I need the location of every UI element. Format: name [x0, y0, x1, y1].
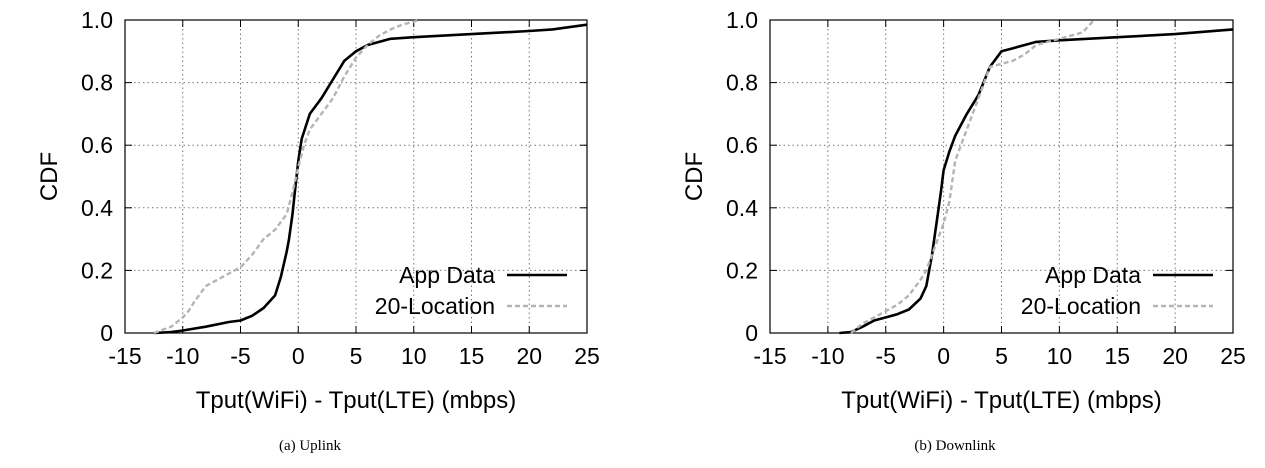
x-tick-label: 10 — [1047, 343, 1073, 369]
x-tick-label: 20 — [516, 343, 542, 369]
y-tick-label: 0.4 — [726, 195, 758, 221]
x-axis-label: Tput(WiFi) - Tput(LTE) (mbps) — [841, 387, 1161, 414]
plot-frame — [769, 19, 1234, 334]
x-tick-label: 25 — [1220, 343, 1246, 369]
legend-label-1: 20-Location — [375, 293, 495, 319]
x-tick-label: 5 — [995, 343, 1008, 369]
y-tick-label: 1.0 — [81, 7, 113, 33]
legend-label-0: App Data — [1045, 262, 1141, 288]
x-tick-label: 5 — [350, 343, 363, 369]
y-tick-label: 0.8 — [81, 70, 113, 96]
y-tick-label: 0.4 — [81, 195, 113, 221]
x-tick-label: -5 — [876, 343, 896, 369]
legend-label-0: App Data — [399, 262, 495, 288]
uplink-caption: (a) Uplink — [278, 438, 342, 454]
y-tick-label: 0.8 — [726, 70, 758, 96]
x-tick-label: 10 — [401, 343, 427, 369]
x-tick-label: -5 — [230, 343, 250, 369]
y-axis-label: CDF — [36, 152, 63, 201]
y-tick-label: 0.2 — [726, 257, 758, 283]
downlink-caption: (b) Downlink — [914, 438, 996, 454]
y-axis-label: CDF — [681, 152, 708, 201]
uplink-chart: -15 -10 -5 0 5 10 15 20 25 0 0.2 0.4 0.6 0.8 1.0 Tput(W… — [36, 7, 600, 414]
x-tick-label: 25 — [574, 343, 600, 369]
x-tick-label: 0 — [292, 343, 305, 369]
series-line-1 — [153, 18, 420, 335]
series-line-0 — [153, 23, 588, 335]
y-tick-label: 0.6 — [726, 132, 758, 158]
x-axis-label: Tput(WiFi) - Tput(LTE) (mbps) — [196, 387, 516, 414]
x-tick-label: -15 — [108, 343, 141, 369]
series-line-1 — [850, 19, 1095, 334]
y-tick-label: 0 — [745, 320, 758, 346]
x-tick-label: -15 — [753, 343, 786, 369]
downlink-chart: -15 -10 -5 0 5 10 15 20 25 0 0.2 0.4 0.6 0.8 1.0 Tput(W… — [681, 7, 1246, 414]
y-tick-label: 0.2 — [81, 257, 113, 283]
y-tick-label: 0 — [100, 320, 113, 346]
y-tick-label: 0.6 — [81, 132, 113, 158]
y-tick-label: 1.0 — [726, 7, 758, 33]
x-tick-label: 20 — [1162, 343, 1188, 369]
x-tick-label: 15 — [1104, 343, 1130, 369]
legend-label-1: 20-Location — [1021, 293, 1141, 319]
x-tick-label: 0 — [937, 343, 950, 369]
series-line-0 — [839, 28, 1234, 335]
plot-frame — [124, 19, 588, 334]
x-tick-label: 15 — [459, 343, 485, 369]
x-tick-label: -10 — [166, 343, 199, 369]
x-tick-label: -10 — [811, 343, 844, 369]
